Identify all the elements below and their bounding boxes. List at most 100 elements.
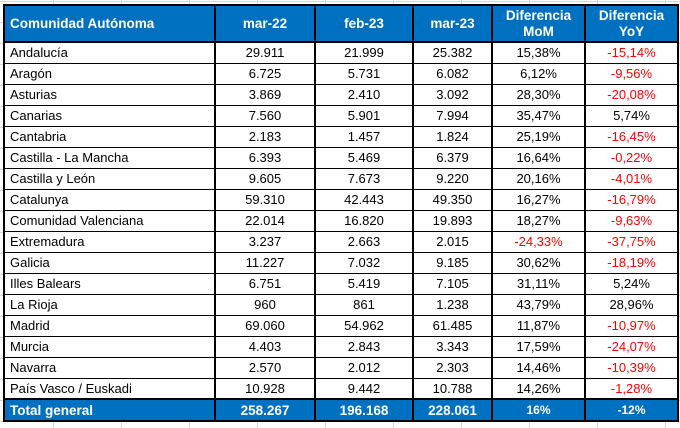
cell-diferencia-mom[interactable]: 18,27% [491, 209, 586, 232]
cell-feb-23[interactable]: 861 [314, 293, 414, 316]
cell-comunidad[interactable]: Castilla - La Mancha [3, 146, 216, 169]
cell-mar-23[interactable]: 6.082 [412, 62, 493, 85]
cell-mar-23[interactable]: 3.092 [412, 83, 493, 106]
column-header-mar-23[interactable]: mar-23 [412, 4, 493, 43]
cell-mar-22[interactable]: 29.911 [214, 41, 316, 64]
cell-comunidad[interactable]: Madrid [3, 314, 216, 337]
cell-comunidad[interactable]: Navarra [3, 356, 216, 379]
cell-mar-23[interactable]: 7.105 [412, 272, 493, 295]
cell-comunidad[interactable]: Aragón [3, 62, 216, 85]
cell-diferencia-yoy[interactable]: -24,07% [584, 335, 679, 358]
cell-mar-22[interactable]: 6.725 [214, 62, 316, 85]
cell-feb-23[interactable]: 2.843 [314, 335, 414, 358]
cell-feb-23[interactable]: 2.663 [314, 230, 414, 253]
cell-diferencia-mom[interactable]: 30,62% [491, 251, 586, 274]
cell-feb-23[interactable]: 2.410 [314, 83, 414, 106]
cell-comunidad[interactable]: Andalucía [3, 41, 216, 64]
cell-comunidad[interactable]: Catalunya [3, 188, 216, 211]
cell-mar-23[interactable]: 2.015 [412, 230, 493, 253]
cell-diferencia-yoy[interactable]: -37,75% [584, 230, 679, 253]
cell-comunidad[interactable]: La Rioja [3, 293, 216, 316]
cell-mar-22[interactable]: 6.393 [214, 146, 316, 169]
cell-comunidad[interactable]: Cantabria [3, 125, 216, 148]
cell-mar-22[interactable]: 2.570 [214, 356, 316, 379]
cell-comunidad[interactable]: Castilla y León [3, 167, 216, 190]
cell-mar-23[interactable]: 19.893 [412, 209, 493, 232]
total-mar-22[interactable]: 258.267 [214, 398, 316, 422]
cell-feb-23[interactable]: 16.820 [314, 209, 414, 232]
cell-feb-23[interactable]: 21.999 [314, 41, 414, 64]
cell-diferencia-yoy[interactable]: -10,97% [584, 314, 679, 337]
cell-diferencia-yoy[interactable]: 28,96% [584, 293, 679, 316]
cell-diferencia-yoy[interactable]: -9,63% [584, 209, 679, 232]
cell-diferencia-mom[interactable]: 25,19% [491, 125, 586, 148]
cell-feb-23[interactable]: 7.673 [314, 167, 414, 190]
cell-mar-22[interactable]: 69.060 [214, 314, 316, 337]
cell-diferencia-mom[interactable]: 17,59% [491, 335, 586, 358]
cell-comunidad[interactable]: Extremadura [3, 230, 216, 253]
total-mar-23[interactable]: 228.061 [412, 398, 493, 422]
column-header-comunidad-autonoma[interactable]: Comunidad Autónoma [3, 4, 216, 43]
cell-comunidad[interactable]: Comunidad Valenciana [3, 209, 216, 232]
cell-diferencia-mom[interactable]: 14,46% [491, 356, 586, 379]
cell-diferencia-yoy[interactable]: -9,56% [584, 62, 679, 85]
cell-mar-22[interactable]: 7.560 [214, 104, 316, 127]
cell-diferencia-yoy[interactable]: -1,28% [584, 377, 679, 400]
cell-feb-23[interactable]: 7.032 [314, 251, 414, 274]
cell-mar-23[interactable]: 1.824 [412, 125, 493, 148]
cell-diferencia-mom[interactable]: 43,79% [491, 293, 586, 316]
cell-diferencia-yoy[interactable]: -16,45% [584, 125, 679, 148]
total-label[interactable]: Total general [3, 398, 216, 422]
cell-diferencia-yoy[interactable]: -15,14% [584, 41, 679, 64]
cell-diferencia-mom[interactable]: 15,38% [491, 41, 586, 64]
cell-diferencia-mom[interactable]: 16,27% [491, 188, 586, 211]
column-header-diferencia-yoy[interactable]: Diferencia YoY [584, 4, 679, 43]
cell-mar-23[interactable]: 9.185 [412, 251, 493, 274]
cell-diferencia-yoy[interactable]: 5,74% [584, 104, 679, 127]
cell-comunidad[interactable]: Illes Balears [3, 272, 216, 295]
total-diferencia-mom[interactable]: 16% [491, 398, 586, 422]
cell-mar-22[interactable]: 6.751 [214, 272, 316, 295]
cell-diferencia-yoy[interactable]: -4,01% [584, 167, 679, 190]
cell-diferencia-yoy[interactable]: -20,08% [584, 83, 679, 106]
cell-diferencia-mom[interactable]: 31,11% [491, 272, 586, 295]
cell-diferencia-mom[interactable]: -24,33% [491, 230, 586, 253]
cell-feb-23[interactable]: 2.012 [314, 356, 414, 379]
cell-diferencia-mom[interactable]: 35,47% [491, 104, 586, 127]
cell-diferencia-mom[interactable]: 6,12% [491, 62, 586, 85]
cell-comunidad[interactable]: Asturias [3, 83, 216, 106]
cell-diferencia-mom[interactable]: 20,16% [491, 167, 586, 190]
cell-mar-23[interactable]: 61.485 [412, 314, 493, 337]
cell-mar-23[interactable]: 49.350 [412, 188, 493, 211]
total-diferencia-yoy[interactable]: -12% [584, 398, 679, 422]
column-header-mar-22[interactable]: mar-22 [214, 4, 316, 43]
cell-feb-23[interactable]: 5.731 [314, 62, 414, 85]
cell-mar-23[interactable]: 25.382 [412, 41, 493, 64]
cell-diferencia-yoy[interactable]: -10,39% [584, 356, 679, 379]
cell-comunidad[interactable]: Galicia [3, 251, 216, 274]
cell-diferencia-mom[interactable]: 16,64% [491, 146, 586, 169]
cell-diferencia-yoy[interactable]: -18,19% [584, 251, 679, 274]
cell-mar-22[interactable]: 59.310 [214, 188, 316, 211]
cell-feb-23[interactable]: 5.901 [314, 104, 414, 127]
cell-mar-22[interactable]: 10.928 [214, 377, 316, 400]
cell-comunidad[interactable]: País Vasco / Euskadi [3, 377, 216, 400]
cell-mar-22[interactable]: 22.014 [214, 209, 316, 232]
cell-feb-23[interactable]: 1.457 [314, 125, 414, 148]
cell-diferencia-mom[interactable]: 14,26% [491, 377, 586, 400]
cell-mar-22[interactable]: 2.183 [214, 125, 316, 148]
cell-diferencia-mom[interactable]: 11,87% [491, 314, 586, 337]
cell-comunidad[interactable]: Murcia [3, 335, 216, 358]
cell-feb-23[interactable]: 9.442 [314, 377, 414, 400]
cell-mar-22[interactable]: 11.227 [214, 251, 316, 274]
cell-mar-23[interactable]: 3.343 [412, 335, 493, 358]
cell-mar-23[interactable]: 10.788 [412, 377, 493, 400]
cell-diferencia-mom[interactable]: 28,30% [491, 83, 586, 106]
cell-mar-22[interactable]: 3.869 [214, 83, 316, 106]
cell-mar-22[interactable]: 3.237 [214, 230, 316, 253]
column-header-feb-23[interactable]: feb-23 [314, 4, 414, 43]
cell-mar-23[interactable]: 9.220 [412, 167, 493, 190]
cell-comunidad[interactable]: Canarias [3, 104, 216, 127]
cell-diferencia-yoy[interactable]: -0,22% [584, 146, 679, 169]
cell-mar-23[interactable]: 6.379 [412, 146, 493, 169]
